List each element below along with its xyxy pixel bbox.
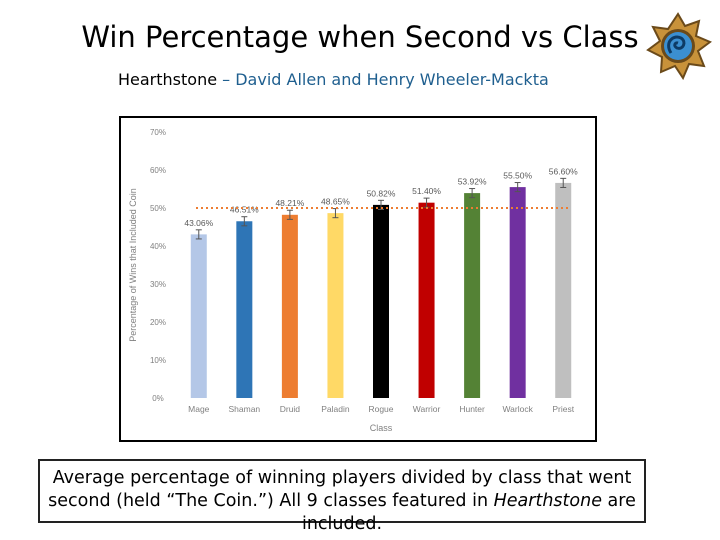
- subtitle-dash: –: [217, 70, 236, 89]
- y-tick-label: 60%: [150, 166, 166, 175]
- bar-priest: [555, 182, 572, 398]
- subtitle-authors: David Allen and Henry Wheeler-Mackta: [235, 70, 549, 89]
- x-axis-title: Class: [370, 423, 393, 433]
- caption-italic: Hearthstone: [493, 491, 602, 511]
- x-tick-label: Warlock: [502, 404, 533, 414]
- y-tick-label: 0%: [152, 394, 164, 403]
- bar-rogue: [373, 204, 389, 398]
- data-label: 43.06%: [184, 218, 213, 228]
- caption-box: Average percentage of winning players di…: [38, 459, 646, 534]
- bar-warrior: [418, 202, 435, 398]
- x-tick-label: Rogue: [368, 404, 393, 414]
- data-label: 46.51%: [230, 205, 259, 215]
- hearthstone-logo-icon: [644, 12, 712, 81]
- y-tick-label: 30%: [150, 280, 166, 289]
- y-tick-label: 70%: [150, 128, 166, 137]
- x-tick-label: Shaman: [228, 404, 260, 414]
- bar-chart: 0% 10% 20% 30% 40% 50% 60% 70% Percentage of Win…: [128, 128, 578, 433]
- data-label: 48.21%: [275, 198, 304, 208]
- y-tick-label: 50%: [150, 204, 166, 213]
- x-tick-label: Mage: [188, 404, 210, 414]
- bar-mage: [190, 234, 207, 398]
- slide-title: Win Percentage when Second vs Class: [81, 20, 639, 54]
- data-label: 48.65%: [321, 197, 350, 207]
- caption-part1: Average percentage of winning players di…: [48, 468, 632, 511]
- data-label: 50.82%: [367, 188, 396, 198]
- bar-warlock: [509, 187, 526, 398]
- chart-frame: 0% 10% 20% 30% 40% 50% 60% 70% Percentage of Win…: [119, 116, 597, 442]
- y-tick-label: 10%: [150, 356, 166, 365]
- data-label: 53.92%: [458, 177, 487, 187]
- x-tick-label: Hunter: [459, 404, 485, 414]
- x-tick-label: Paladin: [321, 404, 350, 414]
- x-tick-label: Warrior: [413, 404, 441, 414]
- bar-hunter: [464, 193, 481, 398]
- bar-druid: [281, 214, 298, 398]
- data-label: 56.60%: [549, 166, 578, 176]
- y-tick-label: 20%: [150, 318, 166, 327]
- data-label: 51.40%: [412, 186, 441, 196]
- y-axis-title: Percentage of Wins that Included Coin: [128, 188, 138, 342]
- x-tick-label: Priest: [552, 404, 574, 414]
- bar-shaman: [236, 221, 253, 398]
- subtitle-game: Hearthstone: [118, 70, 218, 89]
- caption-part2: are included.: [301, 491, 636, 534]
- x-tick-label: Druid: [280, 404, 301, 414]
- bar-paladin: [327, 213, 344, 398]
- data-label: 55.50%: [503, 171, 532, 181]
- caption-text: Average percentage of winning players di…: [40, 467, 644, 536]
- y-tick-label: 40%: [150, 242, 166, 251]
- slide-subtitle: Hearthstone – David Allen and Henry Whee…: [118, 70, 638, 89]
